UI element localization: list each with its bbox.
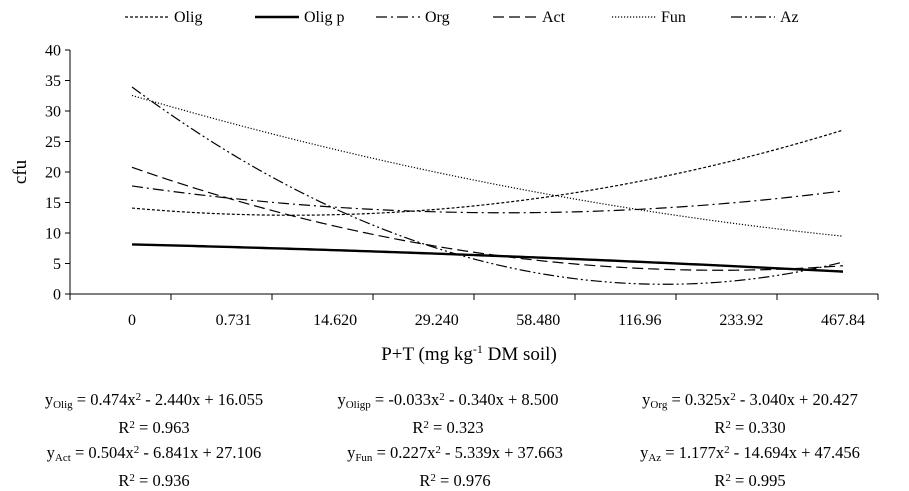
x-tick-labels: 0 0.731 14.620 29.240 58.480 116.96 233.92 467.… bbox=[128, 312, 865, 329]
series-line-fun bbox=[131, 94, 844, 237]
equation-line: yFun = 0.227x2 - 5.339x + 37.663 bbox=[347, 443, 563, 464]
x-tick-label: 29.240 bbox=[415, 312, 459, 329]
series-line-olig-p bbox=[131, 243, 844, 273]
legend-label: Act bbox=[542, 9, 566, 26]
y-tick-label: 20 bbox=[45, 165, 61, 182]
x-tick-label: 14.620 bbox=[313, 312, 357, 329]
equation-az: yAz = 1.177x2 - 14.694x + 47.456 R2 = 0.… bbox=[600, 440, 900, 491]
equation-fun: yFun = 0.227x2 - 5.339x + 37.663 R2 = 0.… bbox=[310, 440, 600, 491]
legend: Olig Olig p Org Act Fun Az bbox=[125, 9, 799, 26]
equation-act: yAct = 0.504x2 - 6.841x + 27.106 R2 = 0.… bbox=[8, 440, 300, 491]
y-tick-label: 0 bbox=[53, 287, 61, 304]
equation-org: yOrg = 0.325x2 - 3.040x + 20.427 R2 = 0.… bbox=[600, 387, 900, 438]
y-tick-label: 10 bbox=[45, 226, 61, 243]
r-squared: R2 = 0.323 bbox=[412, 418, 484, 437]
r-squared: R2 = 0.976 bbox=[419, 471, 491, 490]
y-tick-label: 25 bbox=[45, 134, 61, 151]
y-tick-label: 40 bbox=[45, 43, 61, 60]
r-squared: R2 = 0.936 bbox=[118, 471, 190, 490]
legend-label: Olig p bbox=[304, 9, 344, 26]
x-axis-label: P+T (mg kg-1 DM soil) bbox=[381, 342, 557, 365]
series-line-olig bbox=[131, 129, 844, 216]
y-tick-labels: 0 5 10 15 20 25 30 35 40 bbox=[45, 43, 61, 304]
equation-line: yOrg = 0.325x2 - 3.040x + 20.427 bbox=[642, 390, 858, 411]
equation-line: yOlig = 0.474x2 - 2.440x + 16.055 bbox=[44, 390, 264, 411]
equation-line: yOligp = -0.033x2 - 0.340x + 8.500 bbox=[337, 390, 559, 411]
x-tick-label: 58.480 bbox=[516, 312, 560, 329]
x-tick-label: 116.96 bbox=[618, 312, 661, 329]
x-tick-label: 0.731 bbox=[216, 312, 252, 329]
legend-label: Fun bbox=[661, 9, 686, 26]
r-squared: R2 = 0.330 bbox=[714, 418, 786, 437]
legend-label: Olig bbox=[174, 9, 202, 26]
line-chart: Olig Olig p Org Act Fun Az 0 5 10 15 20 25 30 35 40 0… bbox=[10, 9, 879, 365]
r-squared: R2 = 0.963 bbox=[118, 418, 190, 437]
regression-equations: yOlig = 0.474x2 - 2.440x + 16.055 R2 = 0… bbox=[0, 383, 909, 490]
r-squared: R2 = 0.995 bbox=[714, 471, 786, 490]
equation-line: yAct = 0.504x2 - 6.841x + 27.106 bbox=[46, 443, 262, 464]
series-line-az bbox=[131, 86, 844, 285]
equation-line: yAz = 1.177x2 - 14.694x + 47.456 bbox=[640, 443, 860, 464]
series-lines bbox=[131, 86, 844, 285]
axes bbox=[65, 49, 879, 300]
y-tick-label: 35 bbox=[45, 73, 61, 90]
y-axis-label: cfu bbox=[10, 159, 31, 184]
y-tick-label: 30 bbox=[45, 104, 61, 121]
legend-label: Org bbox=[425, 9, 450, 26]
x-tick-label: 467.84 bbox=[821, 312, 865, 329]
y-tick-label: 5 bbox=[53, 256, 61, 273]
equation-oligp: yOligp = -0.033x2 - 0.340x + 8.500 R2 = … bbox=[310, 387, 586, 438]
x-tick-label: 233.92 bbox=[719, 312, 763, 329]
x-tick-label: 0 bbox=[128, 312, 136, 329]
series-line-org bbox=[131, 185, 844, 214]
equation-olig: yOlig = 0.474x2 - 2.440x + 16.055 R2 = 0… bbox=[8, 387, 300, 438]
y-tick-label: 15 bbox=[45, 195, 61, 212]
legend-label: Az bbox=[780, 9, 799, 26]
